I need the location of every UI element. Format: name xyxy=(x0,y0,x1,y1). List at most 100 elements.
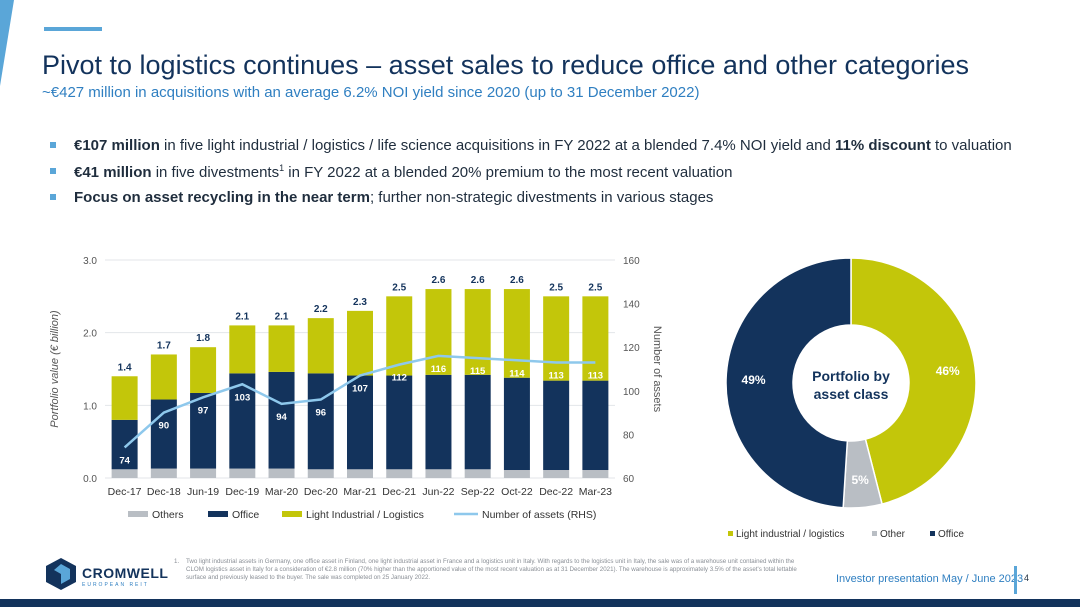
assets-data-label: 94 xyxy=(276,412,287,423)
x-tick-label: Jun-19 xyxy=(187,486,219,498)
bar-total-label: 2.6 xyxy=(471,275,485,286)
bar-segment-office xyxy=(543,380,570,471)
legend-swatch xyxy=(282,511,302,517)
bar-segment-light-industrial-logistics xyxy=(464,289,491,375)
footer-divider xyxy=(1014,566,1017,594)
legend-label: Others xyxy=(152,509,184,521)
legend-label: Office xyxy=(232,509,259,521)
bar-segment-others xyxy=(386,469,413,478)
bar-segment-others xyxy=(582,470,609,478)
bar-segment-light-industrial-logistics xyxy=(229,325,256,374)
legend-label: Office xyxy=(938,529,964,540)
assets-data-label: 90 xyxy=(159,421,170,432)
legend-label: Light industrial / logistics xyxy=(736,529,844,540)
assets-data-label: 107 xyxy=(352,384,368,395)
y-axis-label: Portfolio value (€ billion) xyxy=(49,310,61,428)
bar-segment-office xyxy=(503,377,530,471)
bar-segment-others xyxy=(229,468,256,478)
assets-data-label: 114 xyxy=(509,368,525,379)
bar-segment-light-industrial-logistics xyxy=(503,289,530,378)
bullet-text: in five divestments xyxy=(151,164,280,181)
logo-subtitle: EUROPEAN REIT xyxy=(82,582,149,588)
bar-segment-others xyxy=(347,469,373,478)
bullet-bold-text: €41 million xyxy=(74,164,152,181)
assets-data-label: 96 xyxy=(315,408,326,419)
bullet-text: to valuation xyxy=(930,137,1012,154)
legend-label: Light Industrial / Logistics xyxy=(306,509,424,521)
cromwell-logo-icon xyxy=(46,558,76,590)
bullet-item-acquisitions: €107 million in five light industrial / … xyxy=(50,137,1012,163)
donut-slice-light-industrial-logistics xyxy=(850,257,977,505)
bar-segment-office xyxy=(111,419,138,470)
y2-tick-label: 140 xyxy=(623,300,640,311)
x-tick-label: Dec-20 xyxy=(304,486,338,498)
bar-segment-light-industrial-logistics xyxy=(111,376,138,420)
title-accent-line xyxy=(44,27,102,31)
legend-swatch xyxy=(208,511,228,517)
page-title: Pivot to logistics continues – asset sal… xyxy=(42,50,970,80)
bullet-list: €107 million in five light industrial / … xyxy=(50,137,1012,215)
legend-swatch xyxy=(128,511,148,517)
footnote-text: Two light industrial assets in Germany, … xyxy=(186,558,797,581)
bar-segment-light-industrial-logistics xyxy=(190,347,217,393)
assets-data-label: 74 xyxy=(119,455,130,466)
bar-segment-others xyxy=(190,468,217,478)
bar-total-label: 2.6 xyxy=(510,275,524,286)
bar-total-label: 2.5 xyxy=(549,282,563,293)
assets-data-label: 116 xyxy=(431,364,446,375)
page-number: 4 xyxy=(1024,573,1030,583)
portfolio-donut-chart: 46% 5% 49% Portfolio by asset class Light ind… xyxy=(725,257,977,540)
bar-total-label: 2.1 xyxy=(275,311,289,322)
bar-segment-others xyxy=(464,469,491,478)
logo-wordmark: CROMWELL xyxy=(82,565,169,581)
assets-data-label: 112 xyxy=(392,373,407,384)
y2-tick-label: 120 xyxy=(623,343,640,354)
bullet-bold-text: €107 million xyxy=(74,137,160,154)
x-tick-label: Mar-21 xyxy=(343,486,376,498)
bar-segment-office xyxy=(150,399,177,469)
bar-segment-office xyxy=(386,375,413,470)
bar-segment-light-industrial-logistics xyxy=(543,296,570,381)
bullet-item-recycling: Focus on asset recycling in the near ter… xyxy=(50,189,1012,215)
y2-axis-label: Number of assets xyxy=(651,326,663,413)
x-tick-label: Dec-22 xyxy=(539,486,573,498)
bar-segment-others xyxy=(503,470,530,478)
bullet-text: ; further non-strategic divestments in v… xyxy=(369,189,714,206)
y-tick-label: 3.0 xyxy=(83,256,97,267)
bar-segment-light-industrial-logistics xyxy=(582,296,609,381)
bullet-bold-text: 11% discount xyxy=(834,137,931,154)
y2-tick-label: 100 xyxy=(623,387,640,398)
bar-total-label: 2.3 xyxy=(353,297,367,308)
x-tick-label: Sep-22 xyxy=(461,486,495,498)
bullet-text: in five light industrial / logistics / l… xyxy=(159,137,835,154)
bar-segment-office xyxy=(347,375,373,470)
bullet-text: in FY 2022 at a blended 20% premium to t… xyxy=(284,164,733,181)
footnote-ref: 1 xyxy=(279,163,285,173)
bar-segment-others xyxy=(543,470,570,478)
y-tick-label: 0.0 xyxy=(83,474,97,485)
bar-segment-light-industrial-logistics xyxy=(307,318,334,374)
legend-swatch xyxy=(930,531,935,536)
y2-tick-label: 60 xyxy=(623,474,635,485)
legend-swatch xyxy=(728,531,733,536)
corner-accent xyxy=(0,0,14,86)
bar-segment-others xyxy=(307,469,334,478)
bar-total-label: 2.2 xyxy=(314,304,328,315)
x-tick-label: Dec-19 xyxy=(225,486,259,498)
donut-slice-office xyxy=(725,257,852,509)
bar-segment-office xyxy=(307,373,334,470)
assets-data-label: 103 xyxy=(234,392,250,403)
bar-segment-office xyxy=(268,371,295,469)
bar-segment-office xyxy=(464,374,491,470)
bar-segment-office xyxy=(190,392,217,469)
bullet-item-divestments: €41 million in five divestments1 in FY 2… xyxy=(50,163,1012,189)
bar-segment-office xyxy=(582,380,609,471)
assets-line xyxy=(123,354,596,449)
bar-segment-office xyxy=(425,374,452,470)
donut-slice-label: 49% xyxy=(742,373,766,387)
bullet-square-icon xyxy=(50,194,56,200)
bar-total-label: 1.7 xyxy=(157,340,171,351)
x-tick-label: Mar-23 xyxy=(579,486,612,498)
bar-segment-others xyxy=(268,468,295,478)
bar-total-label: 2.6 xyxy=(432,275,446,286)
